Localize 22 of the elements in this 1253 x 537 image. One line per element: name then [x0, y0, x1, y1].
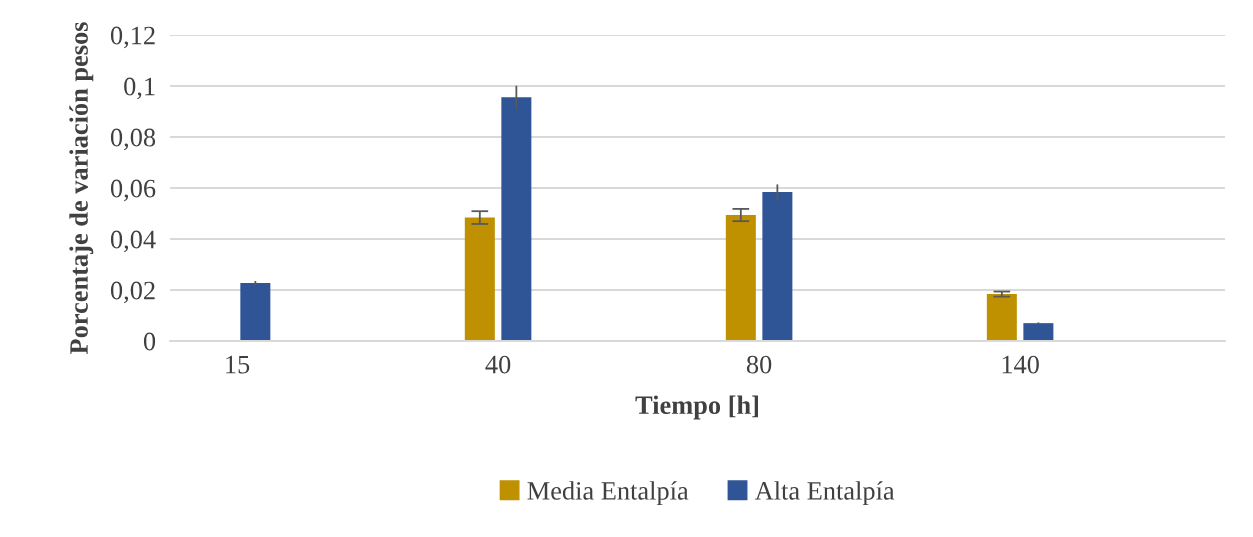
- x-tick-label: 15: [226, 355, 250, 374]
- y-axis-title: Porcentaje de variación pesos: [69, 22, 94, 355]
- bar: [986, 294, 1017, 341]
- y-tick-label: 0,04: [110, 230, 156, 253]
- bar: [725, 215, 756, 341]
- bar: [464, 217, 495, 341]
- x-axis-title: Tiempo [h]: [635, 395, 758, 420]
- legend-label: Alta Entalpía: [754, 481, 895, 506]
- y-tick-label: 0,02: [110, 281, 155, 304]
- y-tick-label: 0,06: [110, 179, 156, 202]
- bar: [501, 97, 532, 341]
- bar: [240, 283, 271, 341]
- x-tick-label: 40: [485, 355, 511, 374]
- x-tick-label: 80: [746, 355, 772, 374]
- y-tick-label: 0,08: [110, 128, 156, 151]
- x-tick-label: 140: [1002, 355, 1039, 374]
- y-tick-label: 0: [143, 332, 156, 351]
- bar: [1023, 323, 1054, 341]
- y-tick-label: 0,12: [110, 26, 155, 49]
- y-tick-label: 0,1: [124, 77, 155, 100]
- legend-label: Media Entalpía: [527, 481, 689, 506]
- bar: [762, 192, 793, 341]
